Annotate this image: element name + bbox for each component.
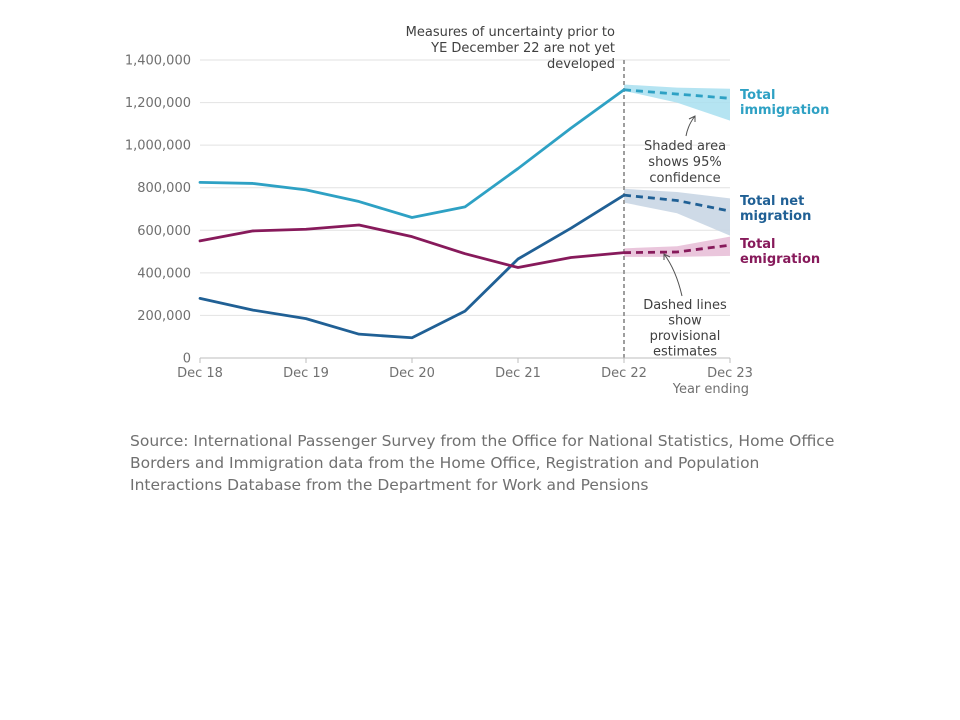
x-tick-label: Dec 18 [177, 366, 223, 381]
y-tick-label: 1,000,000 [125, 139, 191, 154]
x-tick-label: Dec 21 [495, 366, 541, 381]
uncertainty-note: Measures of uncertainty prior to YE Decem… [406, 25, 615, 72]
shaded-note-arrow [685, 115, 696, 137]
series-line-provisional [623, 243, 731, 255]
series-labels: Total immigration Total net migration Total e… [740, 88, 829, 267]
dashed-note-arrowhead [663, 253, 671, 260]
y-axis-ticks: 0 200,000 400,000 600,000 800,000 1,000,000 1,… [125, 54, 191, 367]
confidence-band [624, 188, 730, 236]
x-tick-label: Dec 23 [707, 366, 753, 381]
source-note: Source: International Passenger Survey f… [130, 432, 835, 494]
x-tick-label: Dec 19 [283, 366, 329, 381]
migration-line-chart: 0 200,000 400,000 600,000 800,000 1,000,000 1,… [125, 25, 830, 397]
annotation-arrows [663, 115, 696, 297]
y-tick-label: 1,200,000 [125, 96, 191, 111]
dashed-lines-note: Dashed lines show provisional estimates [643, 298, 727, 360]
x-axis: Dec 18 Dec 19 Dec 20 Dec 21 Dec 22 Dec 23Year… [177, 357, 753, 397]
y-tick-label: 800,000 [137, 181, 191, 196]
series-line [198, 223, 626, 269]
series-label: Total net migration [740, 194, 811, 224]
series-line-provisional [623, 88, 731, 100]
y-tick-label: 600,000 [137, 224, 191, 239]
annotations: Measures of uncertainty prior to YE Decem… [406, 25, 727, 360]
dashed-note-arrow [663, 253, 683, 297]
x-tick-label: Dec 20 [389, 366, 435, 381]
confidence-band [624, 84, 730, 121]
y-tick-label: 200,000 [137, 309, 191, 324]
y-tick-label: 400,000 [137, 266, 191, 281]
y-tick-label: 0 [183, 352, 191, 367]
series-label: Total immigration [740, 88, 829, 118]
series-line [198, 88, 626, 219]
shaded-area-note: Shaded area shows 95% confidence [644, 139, 726, 186]
series-line-provisional [623, 193, 731, 213]
y-tick-label: 1,400,000 [125, 54, 191, 69]
series-line [198, 193, 626, 340]
x-tick-label: Dec 22 [601, 366, 647, 381]
x-axis-title: Year ending [672, 382, 749, 397]
series-label: Total emigration [740, 237, 820, 267]
series-lines [198, 88, 731, 340]
shaded-note-arrowhead [688, 115, 696, 122]
